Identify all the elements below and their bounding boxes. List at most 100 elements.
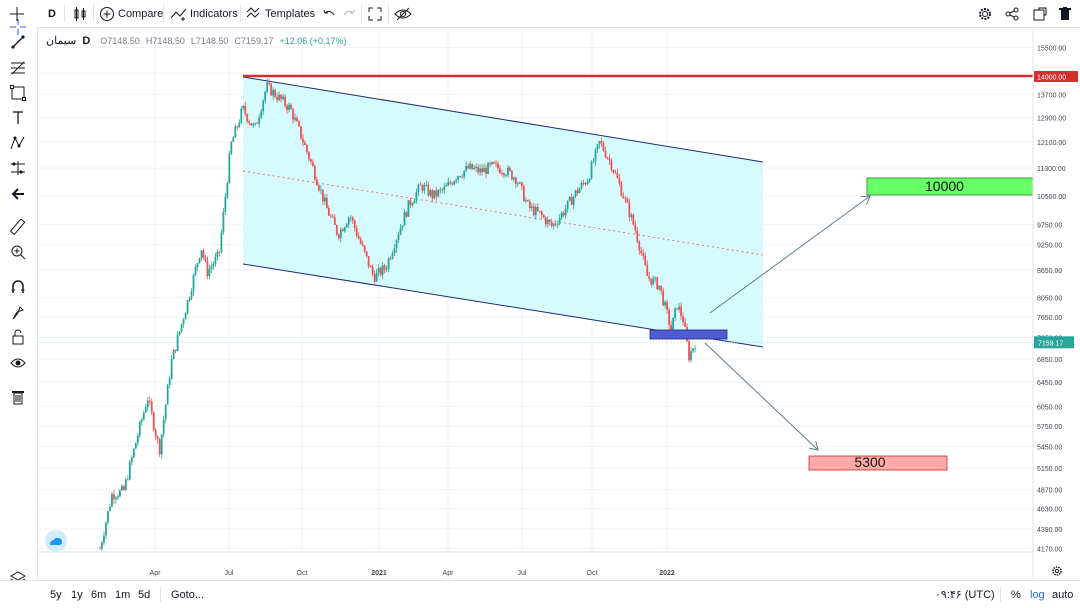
candles xyxy=(99,78,696,551)
candle-body xyxy=(624,198,627,200)
price-chart[interactable]: 10000530015500.0014500.0013700.0012900.0… xyxy=(38,28,1080,580)
candle-body xyxy=(310,159,312,162)
fullscreen-icon[interactable] xyxy=(368,0,382,27)
candle-body xyxy=(105,522,107,536)
candle-body xyxy=(224,196,227,212)
candle-body xyxy=(316,179,318,186)
candle-body xyxy=(389,258,392,260)
candle-body xyxy=(648,276,651,279)
candle-body xyxy=(544,217,547,225)
candle-body xyxy=(190,291,193,299)
timezone-clock[interactable]: ۰۹:۴۶ (UTC) xyxy=(935,589,995,601)
price-tick-label: 12100.00 xyxy=(1037,140,1066,147)
back-arrow-icon[interactable] xyxy=(8,184,28,204)
range-5d[interactable]: 5d xyxy=(138,588,151,601)
candle-body xyxy=(503,173,505,176)
hide-drawings-icon[interactable] xyxy=(394,0,412,27)
price-axis[interactable]: 15500.0014500.0013700.0012900.0012100.00… xyxy=(1032,28,1080,580)
undo-icon[interactable] xyxy=(322,0,336,27)
resistance-axis-tag xyxy=(1034,71,1078,82)
candle-body xyxy=(144,407,147,413)
candle-body xyxy=(443,186,446,190)
candle-body xyxy=(154,429,157,437)
crosshair-menu-icon[interactable] xyxy=(10,0,24,27)
magnet-icon[interactable] xyxy=(8,277,28,297)
channel-upper-line[interactable] xyxy=(242,76,764,163)
ruler-icon[interactable] xyxy=(8,217,28,237)
shapes-rectangle-icon[interactable] xyxy=(8,83,28,103)
candle-body xyxy=(684,322,686,327)
prediction-tools-icon[interactable] xyxy=(8,158,28,178)
trend-line-icon[interactable] xyxy=(8,32,28,52)
legend-low: L7148.50 xyxy=(190,35,229,46)
candle-body xyxy=(196,263,199,268)
zoom-in-icon[interactable] xyxy=(8,242,28,262)
eye-icon[interactable] xyxy=(8,353,28,373)
candle-body xyxy=(353,220,356,229)
tradingview-logo-icon[interactable] xyxy=(45,530,67,552)
candle-body xyxy=(115,497,117,500)
templates-button[interactable]: Templates xyxy=(246,0,315,27)
crosshair-icon[interactable] xyxy=(8,17,28,37)
indicators-label: Indicators xyxy=(190,7,238,20)
interval-button[interactable]: D xyxy=(48,7,56,20)
share-icon[interactable] xyxy=(1005,0,1019,27)
settings-gear-icon[interactable] xyxy=(977,0,993,27)
candle-body xyxy=(240,108,243,123)
candle-body xyxy=(369,266,372,268)
candle-body xyxy=(244,105,247,115)
range-5y[interactable]: 5y xyxy=(50,588,62,601)
goto-button[interactable]: Goto... xyxy=(171,588,205,601)
auto-scale-toggle[interactable]: auto xyxy=(1052,588,1074,601)
candle-body xyxy=(222,211,225,233)
breakdown-zone[interactable] xyxy=(649,329,728,340)
candle-body xyxy=(314,166,316,180)
candle-body xyxy=(491,161,493,165)
target-down-box[interactable] xyxy=(808,455,948,471)
candle-body xyxy=(256,123,259,125)
patterns-icon[interactable] xyxy=(8,133,28,153)
target-up-label: 10000 xyxy=(925,178,964,194)
templates-label: Templates xyxy=(265,7,316,20)
candle-body xyxy=(270,83,273,96)
compare-button[interactable]: Compare xyxy=(99,0,163,27)
candle-body xyxy=(317,185,320,191)
candle-body xyxy=(674,308,677,318)
arrow-down[interactable] xyxy=(704,342,818,450)
log-scale-toggle[interactable]: log xyxy=(1030,588,1045,601)
candle-body xyxy=(325,197,328,209)
arrow-up[interactable] xyxy=(709,196,870,314)
channel-fill[interactable] xyxy=(243,77,763,347)
candle-body xyxy=(632,214,635,225)
candle-body xyxy=(552,223,555,226)
text-tool-icon[interactable] xyxy=(8,108,28,128)
candle-body xyxy=(345,224,348,228)
percent-scale-toggle[interactable]: % xyxy=(1011,588,1021,601)
range-1y[interactable]: 1y xyxy=(71,588,83,601)
indicators-button[interactable]: Indicators xyxy=(170,0,238,27)
drawing-toolbar xyxy=(0,19,38,587)
lock-icon[interactable] xyxy=(8,327,28,347)
symbol-name[interactable]: سیمان xyxy=(46,35,77,47)
remove-drawings-icon[interactable] xyxy=(8,387,28,407)
candle-body xyxy=(148,400,151,402)
price-tick-label: 6050.00 xyxy=(1037,405,1062,412)
candle-body xyxy=(264,91,267,101)
range-1m[interactable]: 1m xyxy=(115,588,131,601)
candle-body xyxy=(200,250,203,259)
stay-in-drawing-mode-icon[interactable] xyxy=(8,302,28,322)
candle-body xyxy=(441,189,444,191)
range-6m[interactable]: 6m xyxy=(91,588,107,601)
axis-settings-gear-icon[interactable] xyxy=(1052,566,1062,576)
price-tick-label: 11300.00 xyxy=(1037,166,1066,173)
snapshot-icon[interactable] xyxy=(1033,0,1047,27)
trash-icon[interactable] xyxy=(1059,0,1071,27)
fib-retracement-icon[interactable] xyxy=(8,58,28,78)
candle-body xyxy=(122,486,125,491)
time-axis[interactable]: Apr Jul Oct 2021 Apr Jul Oct 2022 xyxy=(38,551,1033,577)
candle-body xyxy=(409,200,412,206)
candle-body xyxy=(461,176,464,178)
candle-body xyxy=(542,215,545,218)
chart-type-icon[interactable] xyxy=(72,0,88,27)
redo-icon[interactable] xyxy=(342,0,356,27)
